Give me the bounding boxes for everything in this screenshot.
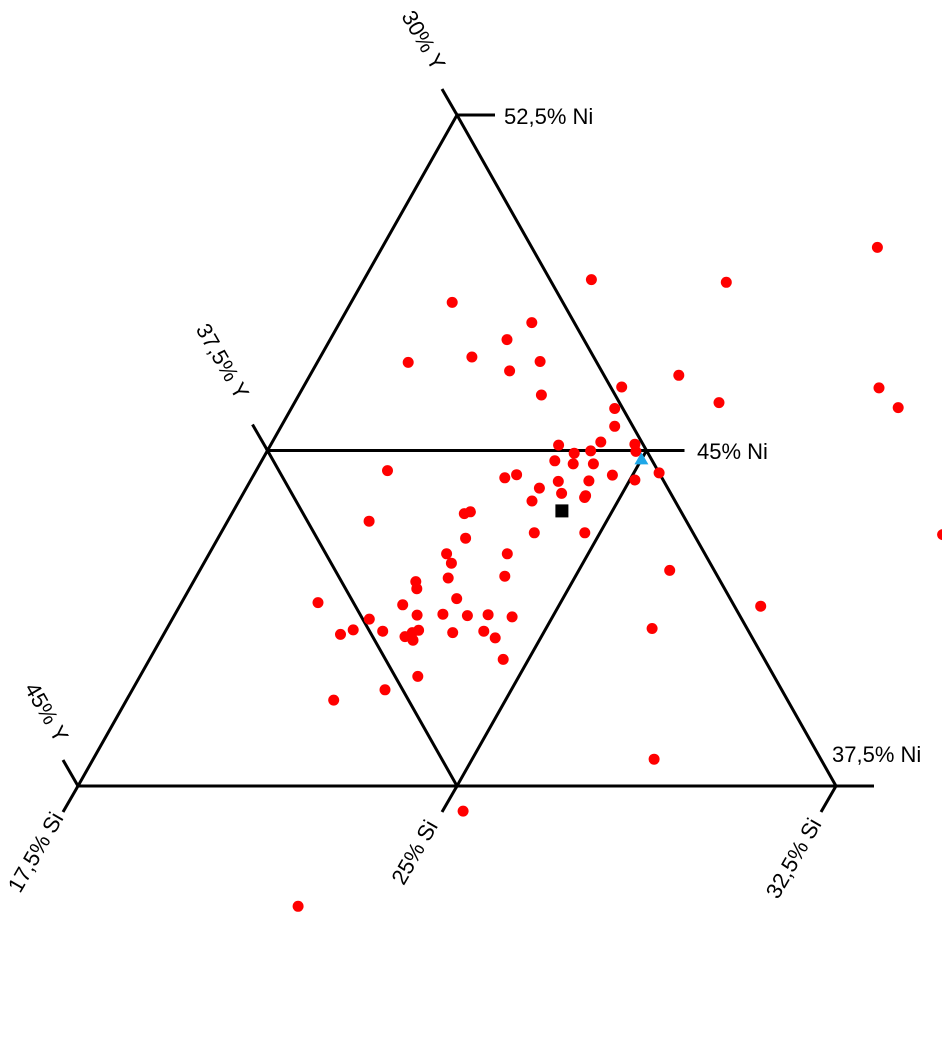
- si-tick-label-mid: 25% Si: [386, 816, 443, 889]
- data-point: [382, 465, 393, 477]
- ni-tick-label-top: 52,5% Ni: [504, 104, 593, 129]
- data-point: [528, 527, 540, 539]
- si-tick-right: [819, 785, 838, 813]
- data-point: [587, 458, 599, 470]
- data-point: [377, 625, 389, 637]
- ni-tick-label-mid: 45% Ni: [697, 439, 768, 464]
- data-point: [445, 557, 457, 569]
- data-point: [595, 436, 607, 448]
- data-point: [552, 475, 564, 487]
- data-point: [609, 420, 621, 432]
- data-point: [664, 564, 676, 576]
- data-point: [447, 627, 459, 639]
- data-point: [482, 609, 494, 621]
- ni-tick-label-bottom: 37,5% Ni: [832, 742, 921, 767]
- data-point: [511, 469, 523, 481]
- data-point: [646, 623, 658, 634]
- data-point: [535, 389, 547, 401]
- data-point: [568, 447, 580, 459]
- data-point: [461, 610, 473, 622]
- data-point: [499, 472, 511, 484]
- data-point: [648, 753, 660, 765]
- data-point: [478, 625, 490, 637]
- data-point: [673, 369, 685, 381]
- data-point: [442, 572, 454, 584]
- data-point: [407, 634, 419, 646]
- data-point: [379, 684, 391, 696]
- data-point: [412, 670, 424, 682]
- data-point: [713, 397, 725, 409]
- data-point: [411, 583, 423, 595]
- data-point: [504, 365, 516, 377]
- data-point: [506, 611, 518, 623]
- data-point: [534, 356, 546, 367]
- data-point: [755, 600, 767, 612]
- data-point: [526, 495, 538, 507]
- y-tick-label-bottom: 45% Y: [20, 678, 74, 747]
- data-point: [446, 296, 458, 308]
- data-point: [457, 805, 469, 817]
- data-point: [335, 628, 346, 640]
- data-point: [583, 475, 595, 487]
- data-point: [892, 402, 904, 414]
- si-tick-label-left: 17,5% Si: [3, 808, 69, 897]
- data-point: [458, 508, 470, 520]
- data-point: [526, 317, 538, 329]
- inner-triangle: [264, 449, 650, 790]
- data-point: [567, 458, 579, 470]
- data-point: [556, 487, 568, 499]
- reference-square-point: [555, 504, 569, 518]
- data-point: [549, 455, 561, 467]
- si-tick-left: [61, 785, 80, 813]
- data-point: [630, 445, 642, 457]
- data-point: [653, 467, 665, 479]
- data-point: [411, 609, 423, 621]
- data-point: [585, 445, 597, 457]
- data-point: [402, 356, 414, 368]
- y-tick-bottom: [61, 759, 80, 787]
- data-point: [312, 597, 324, 609]
- data-points: [292, 241, 942, 912]
- data-point: [363, 515, 375, 527]
- data-point: [606, 469, 618, 481]
- data-point: [533, 482, 545, 494]
- data-point: [413, 624, 425, 636]
- si-tick-label-right: 32,5% Si: [761, 814, 827, 903]
- data-point: [489, 632, 501, 644]
- data-point: [292, 900, 304, 912]
- axis-tick-labels: 52,5% Ni 45% Ni 37,5% Ni 30% Y 37,5% Y 4…: [3, 6, 922, 903]
- si-tick-mid: [440, 785, 459, 813]
- data-point: [937, 529, 942, 541]
- data-point: [441, 548, 453, 560]
- data-point: [616, 381, 628, 393]
- data-point: [871, 241, 883, 253]
- data-point: [347, 624, 359, 636]
- data-point: [328, 694, 340, 706]
- y-tick-mid: [251, 423, 269, 452]
- data-point: [397, 599, 409, 611]
- y-tick-label-mid: 37,5% Y: [191, 319, 254, 403]
- data-point: [553, 439, 565, 451]
- data-point: [437, 608, 449, 620]
- data-point: [451, 593, 463, 605]
- data-point: [579, 527, 591, 539]
- data-point: [499, 570, 511, 582]
- data-point: [363, 613, 375, 625]
- data-point: [501, 334, 513, 346]
- data-point: [501, 548, 513, 560]
- data-point: [609, 403, 621, 414]
- data-point: [720, 276, 732, 288]
- data-point: [579, 492, 591, 503]
- data-point: [466, 351, 478, 363]
- data-point: [585, 274, 597, 286]
- y-tick-label-top: 30% Y: [397, 6, 451, 75]
- reference-triangle-point: [634, 452, 649, 465]
- data-point: [460, 532, 472, 544]
- data-point: [629, 474, 641, 486]
- y-tick-top: [440, 88, 459, 116]
- axis-ticks: [61, 88, 874, 813]
- data-point: [873, 382, 885, 394]
- data-point: [497, 653, 509, 665]
